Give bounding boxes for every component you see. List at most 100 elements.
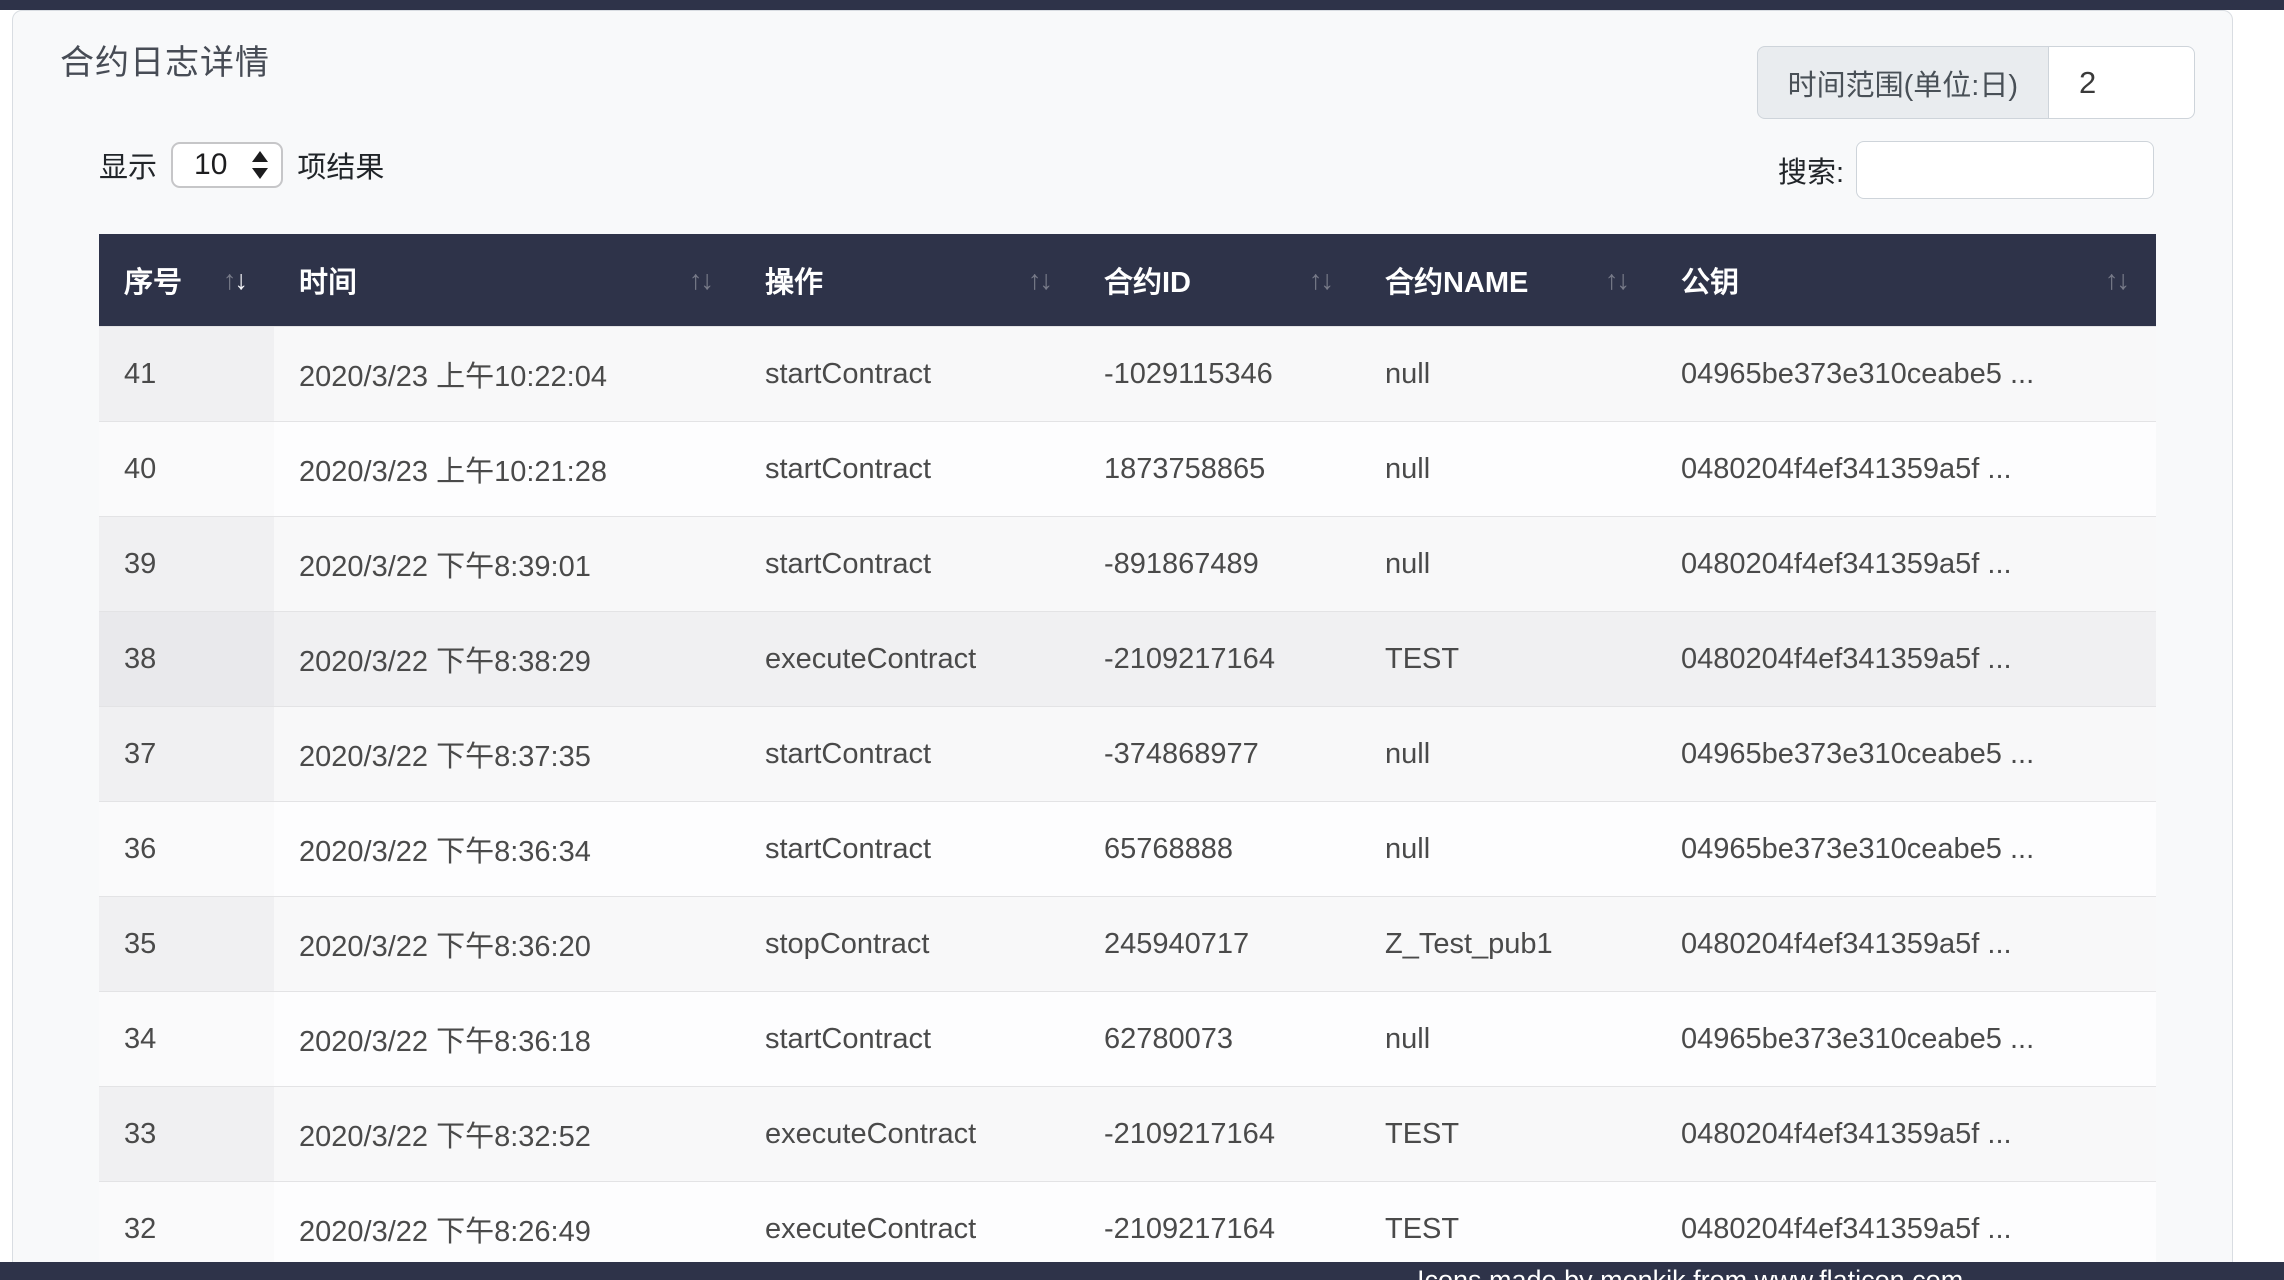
- sort-arrows-icon: ↑↓: [1309, 264, 1334, 295]
- table-row[interactable]: 40 2020/3/23 上午10:21:28 startContract 18737…: [99, 421, 2156, 517]
- cell-seq: 36: [99, 801, 274, 897]
- cell-time: 2020/3/22 下午8:39:01: [299, 551, 591, 583]
- search-control: 搜索:: [1778, 141, 2154, 199]
- cell-contract_name: TEST: [1385, 642, 1460, 675]
- time-range-label: 时间范围(单位:日): [1756, 46, 2049, 119]
- cell-contract_name: null: [1385, 1022, 1431, 1055]
- cell-pubkey: 0480204f4ef341359a5f ...: [1681, 452, 2012, 485]
- column-label-seq: 序号: [124, 267, 183, 299]
- footer-credit: Icons made by monkik from www.flaticon.c…: [1417, 1265, 1964, 1280]
- cell-op: startContract: [765, 452, 931, 485]
- cell-time: 2020/3/22 下午8:36:20: [299, 931, 591, 963]
- cell-op: startContract: [765, 357, 931, 390]
- cell-contract_id: -374868977: [1104, 737, 1259, 770]
- cell-op: startContract: [765, 832, 931, 865]
- search-label: 搜索:: [1777, 157, 1844, 189]
- table-row[interactable]: 41 2020/3/23 上午10:22:04 startContract -1029…: [99, 326, 2156, 422]
- table-row[interactable]: 38 2020/3/22 下午8:38:29 executeContract -210…: [99, 611, 2156, 707]
- sort-arrows-icon: ↑↓: [223, 264, 248, 295]
- cell-contract_id: -2109217164: [1104, 642, 1275, 675]
- cell-seq: 38: [99, 611, 274, 707]
- cell-seq: 39: [99, 516, 274, 612]
- cell-contract_id: -2109217164: [1104, 1212, 1275, 1245]
- cell-contract_id: 1873758865: [1104, 452, 1266, 485]
- cell-time: 2020/3/22 下午8:36:18: [299, 1026, 591, 1058]
- cell-time: 2020/3/22 下午8:38:29: [299, 646, 591, 678]
- cell-pubkey: 0480204f4ef341359a5f ...: [1681, 927, 2012, 960]
- sort-arrows-icon: ↑↓: [2105, 264, 2130, 295]
- table-row[interactable]: 36 2020/3/22 下午8:36:34 startContract 657688…: [99, 801, 2156, 897]
- time-range-group: 时间范围(单位:日): [1756, 46, 2195, 119]
- search-input[interactable]: [1856, 141, 2154, 199]
- column-header-op[interactable]: 操作 ↑↓: [740, 234, 1079, 327]
- table-row[interactable]: 34 2020/3/22 下午8:36:18 startContract 627800…: [99, 991, 2156, 1087]
- table-row[interactable]: 35 2020/3/22 下午8:36:20 stopContract 2459407…: [99, 896, 2156, 992]
- cell-time: 2020/3/22 下午8:26:49: [299, 1216, 591, 1248]
- cell-contract_name: null: [1385, 452, 1431, 485]
- column-header-seq[interactable]: 序号 ↑↓: [99, 234, 274, 327]
- content-card: 合约日志详情 时间范围(单位:日) 显示 10 项结果 搜索: 序号 ↑↓ 时间 ↑↓…: [12, 10, 2233, 1280]
- footer-bar: Icons made by monkik from www.flaticon.c…: [0, 1262, 2284, 1280]
- table-row[interactable]: 33 2020/3/22 下午8:32:52 executeContract -210…: [99, 1086, 2156, 1182]
- cell-op: startContract: [765, 737, 931, 770]
- results-label: 项结果: [297, 152, 385, 184]
- page-length-value: 10: [194, 148, 228, 181]
- cell-contract_name: Z_Test_pub1: [1385, 927, 1553, 960]
- column-header-pubkey[interactable]: 公钥 ↑↓: [1656, 234, 2156, 327]
- cell-contract_name: TEST: [1385, 1212, 1460, 1245]
- top-accent-bar: [0, 0, 2284, 10]
- column-label-op: 操作: [765, 267, 824, 299]
- select-arrows-icon: [252, 151, 269, 179]
- cell-contract_name: null: [1385, 737, 1431, 770]
- cell-pubkey: 04965be373e310ceabe5 ...: [1681, 737, 2035, 770]
- cell-op: stopContract: [765, 927, 930, 960]
- sort-arrows-icon: ↑↓: [689, 264, 714, 295]
- cell-contract_id: -2109217164: [1104, 1117, 1275, 1150]
- cell-op: startContract: [765, 1022, 931, 1055]
- cell-contract_name: null: [1385, 547, 1431, 580]
- cell-contract_id: 62780073: [1104, 1022, 1234, 1055]
- column-header-contract_name[interactable]: 合约NAME ↑↓: [1360, 234, 1656, 327]
- cell-seq: 37: [99, 706, 274, 802]
- cell-pubkey: 0480204f4ef341359a5f ...: [1681, 1212, 2012, 1245]
- page-length-control: 显示 10 项结果: [99, 142, 384, 188]
- show-label: 显示: [99, 152, 158, 184]
- cell-seq: 33: [99, 1086, 274, 1182]
- cell-time: 2020/3/22 下午8:37:35: [299, 741, 591, 773]
- cell-time: 2020/3/23 上午10:21:28: [299, 456, 607, 488]
- cell-contract_name: null: [1385, 832, 1431, 865]
- cell-pubkey: 0480204f4ef341359a5f ...: [1681, 1117, 2012, 1150]
- contract-log-table: 序号 ↑↓ 时间 ↑↓ 操作 ↑↓ 合约ID ↑↓ 合约NAME ↑↓ 公钥 ↑↓ 41 2020/3/…: [99, 234, 2156, 1276]
- table-header-row: 序号 ↑↓ 时间 ↑↓ 操作 ↑↓ 合约ID ↑↓ 合约NAME ↑↓ 公钥 ↑↓: [99, 234, 2156, 327]
- column-label-contract_name: 合约NAME: [1385, 267, 1529, 299]
- column-label-pubkey: 公钥: [1681, 267, 1740, 299]
- sort-arrows-icon: ↑↓: [1605, 264, 1630, 295]
- cell-op: executeContract: [765, 1117, 977, 1150]
- cell-seq: 35: [99, 896, 274, 992]
- table-row[interactable]: 32 2020/3/22 下午8:26:49 executeContract -210…: [99, 1181, 2156, 1276]
- cell-time: 2020/3/23 上午10:22:04: [299, 361, 607, 393]
- column-header-contract_id[interactable]: 合约ID ↑↓: [1079, 234, 1360, 327]
- cell-seq: 32: [99, 1181, 274, 1276]
- page-length-select[interactable]: 10: [171, 142, 284, 188]
- cell-time: 2020/3/22 下午8:36:34: [299, 836, 591, 868]
- table-row[interactable]: 39 2020/3/22 下午8:39:01 startContract -89186…: [99, 516, 2156, 612]
- column-label-time: 时间: [299, 267, 358, 299]
- cell-pubkey: 0480204f4ef341359a5f ...: [1681, 642, 2012, 675]
- cell-contract_name: TEST: [1385, 1117, 1460, 1150]
- sort-arrows-icon: ↑↓: [1028, 264, 1053, 295]
- cell-op: executeContract: [765, 642, 977, 675]
- column-header-time[interactable]: 时间 ↑↓: [274, 234, 740, 327]
- cell-op: executeContract: [765, 1212, 977, 1245]
- cell-contract_id: -891867489: [1104, 547, 1259, 580]
- cell-pubkey: 04965be373e310ceabe5 ...: [1681, 1022, 2035, 1055]
- cell-contract_id: 245940717: [1104, 927, 1250, 960]
- cell-contract_id: 65768888: [1104, 832, 1234, 865]
- cell-time: 2020/3/22 下午8:32:52: [299, 1121, 591, 1153]
- table-row[interactable]: 37 2020/3/22 下午8:37:35 startContract -37486…: [99, 706, 2156, 802]
- time-range-input[interactable]: [2048, 46, 2195, 119]
- cell-contract_name: null: [1385, 357, 1431, 390]
- cell-seq: 34: [99, 991, 274, 1087]
- page-title: 合约日志详情: [60, 44, 270, 82]
- cell-op: startContract: [765, 547, 931, 580]
